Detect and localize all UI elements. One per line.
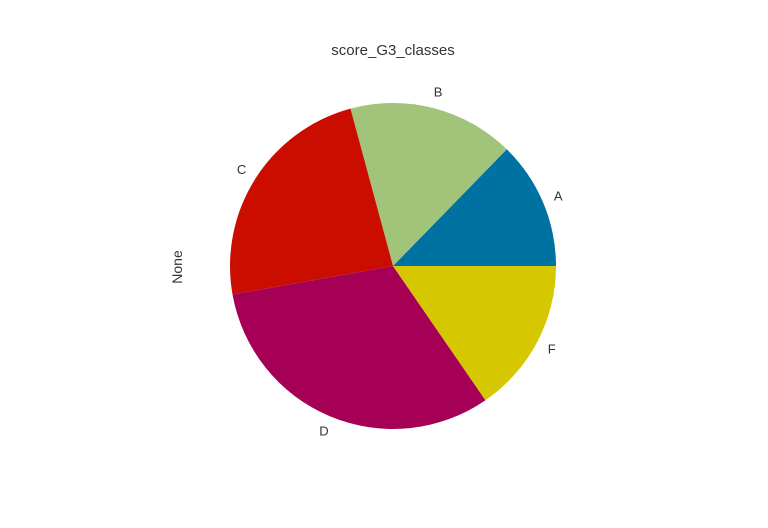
pie-slice-c bbox=[230, 108, 393, 295]
pie-label-a: A bbox=[554, 188, 563, 203]
pie-label-f: F bbox=[548, 341, 556, 356]
pie-label-b: B bbox=[434, 85, 443, 100]
y-axis-label: None bbox=[169, 250, 185, 284]
pie-label-c: C bbox=[237, 162, 246, 177]
pie-slice-b bbox=[350, 102, 507, 266]
pie-slices bbox=[230, 102, 556, 429]
pie-slice-f bbox=[393, 266, 556, 401]
chart-title: score_G3_classes bbox=[331, 42, 454, 59]
pie-labels: A B C D F bbox=[237, 85, 563, 439]
pie-slice-d bbox=[232, 266, 486, 429]
pie-slice-a bbox=[393, 149, 556, 266]
pie-label-d: D bbox=[319, 423, 328, 438]
